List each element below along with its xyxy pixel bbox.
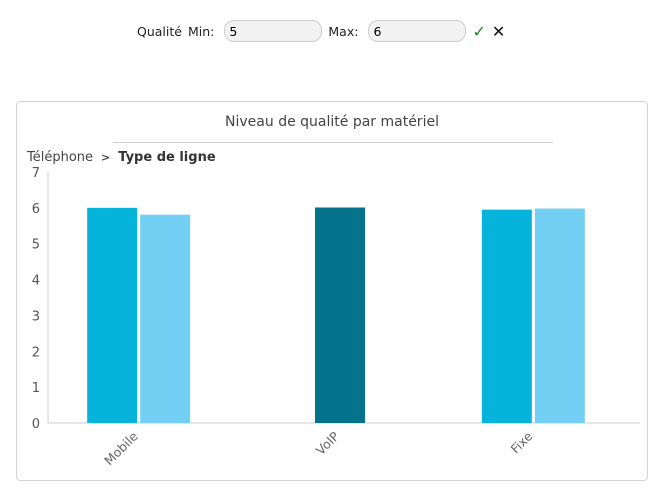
bar-voip-1 (315, 207, 365, 423)
filter-label: Qualité (137, 23, 182, 39)
breadcrumb-parent[interactable]: Téléphone (27, 150, 94, 165)
y-tick-label: 6 (32, 202, 40, 217)
check-icon[interactable]: ✓ (472, 21, 486, 41)
min-input[interactable] (224, 20, 323, 42)
close-icon[interactable]: ✕ (491, 21, 506, 41)
y-tick-label: 1 (32, 381, 40, 396)
max-label: Max: (328, 23, 359, 39)
chevron-right-icon: > (101, 151, 111, 164)
chart-card: Niveau de qualité par matériel Téléphone… (16, 101, 648, 481)
bar-mobile-1 (87, 207, 138, 423)
bar-fixe-2 (534, 208, 585, 423)
bar-mobile-2 (140, 214, 191, 423)
y-tick-label: 3 (32, 309, 40, 324)
breadcrumb: Téléphone > Type de ligne (27, 150, 216, 165)
y-tick-label: 2 (32, 345, 40, 360)
min-label: Min: (187, 23, 215, 39)
chart-title: Niveau de qualité par matériel (225, 114, 439, 130)
x-tick-label: Mobile (101, 428, 141, 468)
y-tick-label: 5 (32, 238, 40, 253)
title-divider (113, 142, 553, 143)
y-tick-label: 7 (32, 166, 40, 181)
max-input[interactable] (368, 20, 467, 42)
y-tick-label: 4 (32, 274, 40, 289)
quality-filter: Qualité Min: Max: ✓ ✕ (137, 20, 505, 42)
x-tick-label: Fixe (508, 428, 536, 456)
breadcrumb-current: Type de ligne (118, 150, 216, 165)
bar-fixe-1 (481, 209, 532, 423)
y-tick-label: 0 (32, 417, 40, 432)
x-tick-label: VoIP (313, 428, 343, 458)
